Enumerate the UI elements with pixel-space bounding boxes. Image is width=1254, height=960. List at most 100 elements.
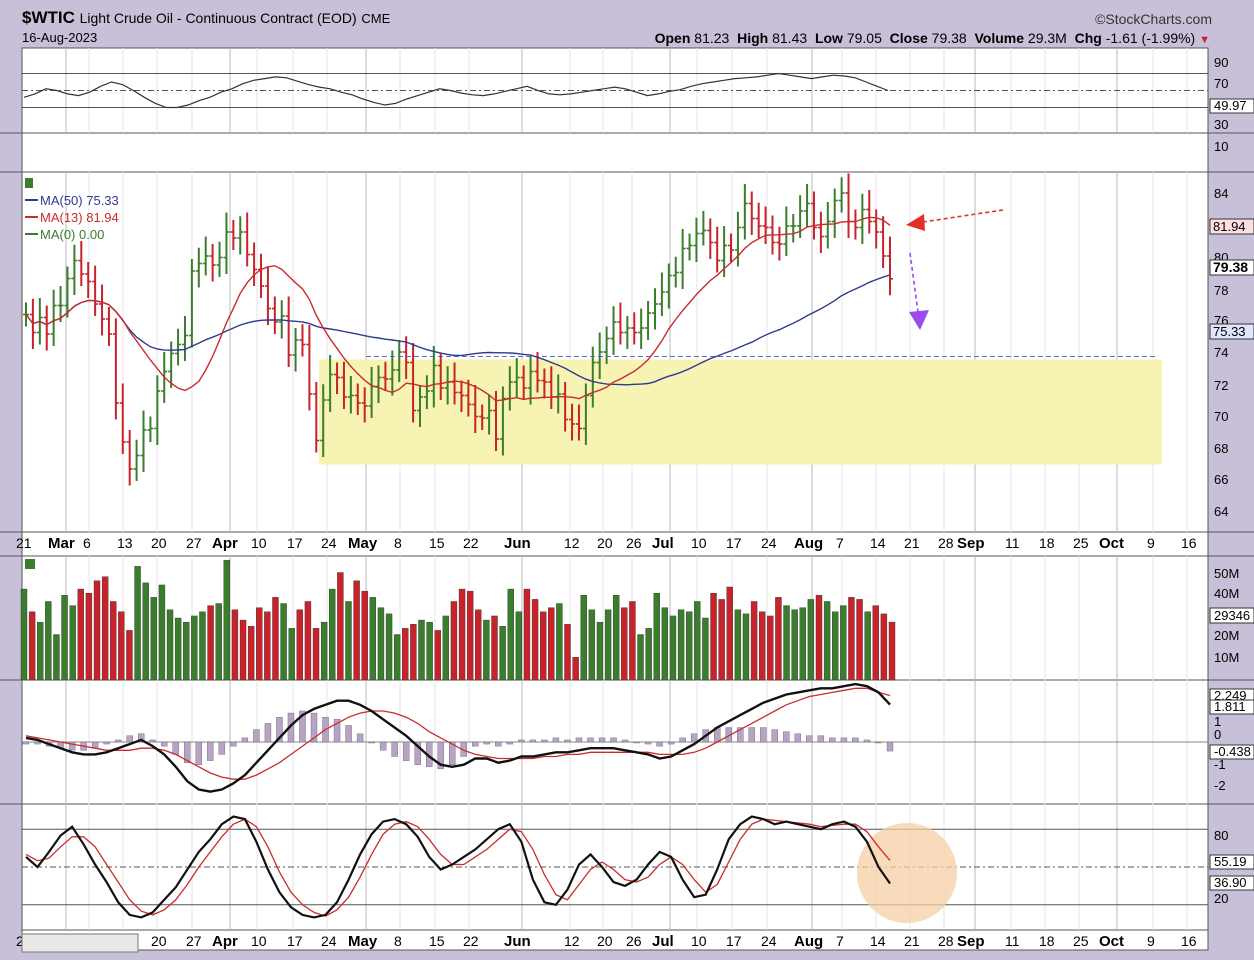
volume-bar: [888, 621, 896, 681]
date-tick-label-bottom: 27: [186, 933, 202, 949]
volume-bar: [142, 582, 149, 681]
macd-histogram-bar: [587, 737, 594, 743]
macd-histogram-bar: [22, 741, 30, 745]
volume-bar: [353, 580, 360, 681]
volume-bar: [264, 611, 271, 681]
date-tick-label: 18: [1039, 535, 1055, 551]
volume-bar: [661, 607, 669, 681]
date-tick-label: 27: [186, 535, 202, 551]
macd-histogram-bar: [379, 741, 387, 751]
exchange: CME: [361, 11, 391, 26]
volume-tick-label: 10M: [1214, 650, 1239, 665]
date-tick-label: 20: [151, 535, 167, 551]
date-tick-label: 26: [626, 535, 642, 551]
price-tick-label: 72: [1214, 378, 1228, 393]
macd-histogram-bar: [264, 723, 272, 743]
macd-histogram-bar: [644, 741, 652, 745]
volume-bar: [531, 599, 539, 681]
volume-bar: [612, 595, 620, 681]
macd-histogram-bar: [806, 735, 813, 743]
description: Light Crude Oil - Continuous Contract (E…: [79, 10, 357, 26]
volume-bar: [832, 611, 839, 681]
macd-histogram-bar: [345, 725, 352, 743]
volume-bar: [345, 601, 352, 681]
macd-histogram-bar: [610, 737, 617, 743]
macd-histogram-bar: [184, 741, 191, 763]
volume-bar: [791, 609, 798, 681]
macd-tick-label: 0: [1214, 727, 1221, 742]
open-label: Open: [654, 30, 691, 46]
macd-histogram-bar: [310, 712, 318, 743]
volume-bar: [499, 626, 506, 681]
date-tick-label-bottom: 17: [287, 933, 303, 949]
tooltip-box: [21, 933, 139, 953]
volume-bar: [759, 611, 766, 681]
volume-bar: [669, 615, 677, 681]
macd-histogram-bar: [817, 735, 825, 743]
price-tick-label: 68: [1214, 441, 1228, 456]
macd-histogram-bar: [829, 737, 836, 743]
volume-bar: [548, 607, 555, 681]
date-tick-label: 16: [1181, 535, 1197, 551]
macd-histogram-bar: [495, 741, 502, 747]
sto-k-line: [25, 815, 891, 919]
volume-bar: [799, 607, 806, 681]
date-tick-label: 7: [836, 535, 844, 551]
rsi-line: [23, 72, 889, 109]
volume-bar: [596, 621, 604, 681]
macd-histogram-bar: [103, 741, 110, 745]
legend-entry: MA(13) 81.94: [40, 210, 119, 225]
volume-bar: [410, 624, 417, 681]
date-tick-label: 9: [1147, 535, 1155, 551]
date-tick-label: 17: [726, 535, 742, 551]
brand: ©StockCharts.com: [1095, 11, 1212, 27]
macd-histogram-bar: [195, 741, 203, 765]
volume-bar: [604, 609, 612, 681]
macd-histogram-bar: [68, 741, 76, 751]
macd-histogram-bar: [679, 737, 686, 743]
sto-tick-label: 80: [1214, 828, 1228, 843]
volume-bar: [85, 593, 93, 681]
purple-arrow-head: [909, 310, 929, 330]
volume-bar: [150, 597, 157, 681]
volume-bar: [702, 617, 709, 681]
macd-histogram-bar: [218, 741, 226, 755]
date-tick-label: Jun: [504, 535, 531, 552]
date-tick-label-bottom: 15: [429, 933, 445, 949]
volume-bar: [158, 584, 166, 681]
volume-bar: [337, 572, 344, 681]
volume-bar: [304, 601, 312, 681]
volume-bar: [523, 588, 531, 681]
price-value-tag-label: 81.94: [1213, 219, 1246, 234]
macd-signal-line: [25, 687, 891, 780]
volume-bar: [191, 615, 198, 681]
price-value-tag: [1209, 323, 1254, 340]
date-tick-label-bottom: May: [348, 933, 378, 950]
date-tick-label: 6: [83, 535, 91, 551]
macd-histogram-bar: [863, 739, 871, 743]
macd-histogram-bar: [161, 741, 168, 747]
volume-tick-label: 20M: [1214, 628, 1239, 643]
macd-tick-label: 1.811: [1214, 699, 1246, 714]
macd-histogram-bar: [690, 733, 698, 743]
volume-bar: [101, 576, 109, 681]
macd-histogram-bar: [575, 737, 583, 743]
volume-bar: [515, 611, 523, 681]
price-tick-label: 84: [1214, 186, 1228, 201]
rsi-tick-label: 90: [1214, 55, 1228, 70]
volume-bar: [629, 601, 636, 681]
volume-bar: [718, 599, 725, 681]
date-tick-label: 13: [117, 535, 133, 551]
macd-histogram-bar: [552, 737, 560, 743]
rsi-tick-label: 49.97: [1214, 98, 1247, 113]
macd-tick-label: -1: [1214, 757, 1226, 772]
price-tick-label: 74: [1214, 345, 1228, 360]
macd-histogram-bar: [852, 737, 859, 743]
volume-bar: [93, 580, 101, 681]
volume-bar: [864, 611, 871, 681]
volume-bar: [645, 628, 652, 681]
volume-tick-label: 50M: [1214, 566, 1239, 581]
volume-bar: [783, 605, 790, 681]
macd-histogram-bar: [840, 737, 848, 743]
volume-bar: [450, 601, 458, 681]
